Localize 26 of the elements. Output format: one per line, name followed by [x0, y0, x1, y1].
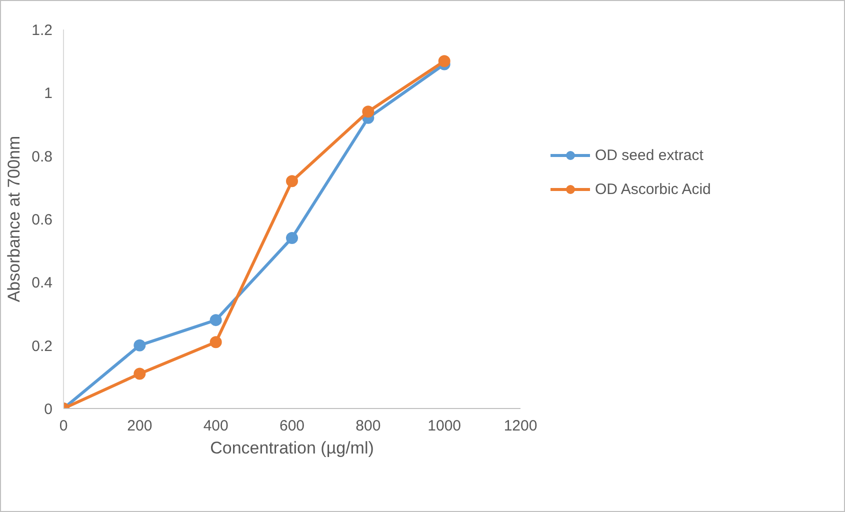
x-tick-label: 0 [59, 418, 68, 434]
point [134, 368, 146, 380]
x-tick-label: 1200 [504, 418, 538, 434]
y-tick-label: 1.2 [32, 22, 53, 39]
y-tick-label: 0.4 [32, 274, 53, 292]
point [362, 106, 374, 118]
legend-label: OD Ascorbic Acid [595, 180, 711, 198]
point [286, 175, 298, 188]
x-tick-label: 600 [279, 418, 305, 434]
point [210, 314, 222, 326]
x-tick-label: 800 [356, 418, 381, 434]
y-tick-label: 0.6 [32, 212, 53, 228]
y-tick-label: 1 [44, 85, 52, 102]
y-tick-label: 0.2 [32, 338, 53, 355]
x-tick-label: 400 [203, 418, 228, 434]
x-tick-label: 1000 [428, 418, 462, 434]
x-tick-label: 200 [127, 418, 152, 434]
point [286, 232, 298, 244]
point [210, 336, 222, 348]
y-tick-label: 0.8 [32, 148, 53, 166]
point [134, 339, 146, 352]
legend-label: OD seed extract [595, 146, 704, 164]
y-tick-label: 0 [44, 401, 52, 418]
x-axis-title: Concentration (µg/ml) [210, 438, 374, 458]
point [438, 55, 450, 68]
y-axis-title: Absorbance at 700nm [4, 136, 24, 302]
